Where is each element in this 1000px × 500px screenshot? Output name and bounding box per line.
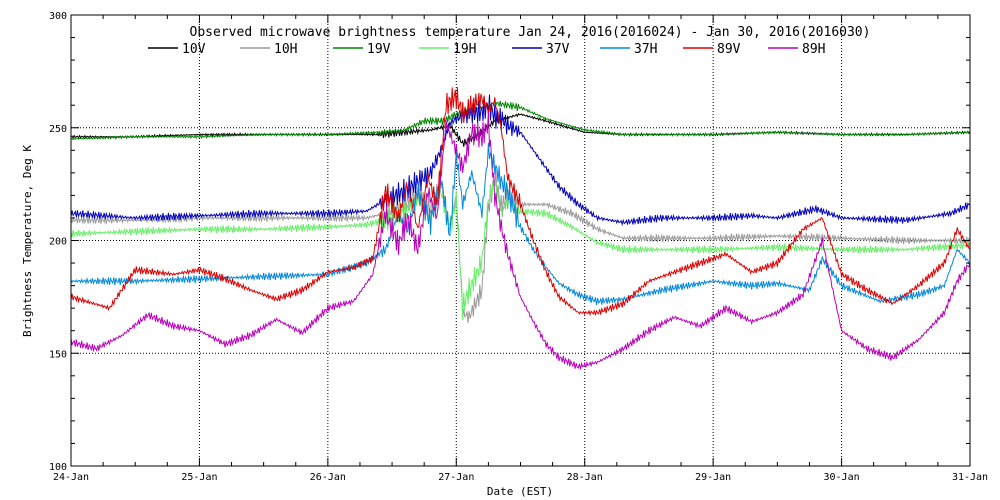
series-line-19v <box>70 100 971 141</box>
y-tick-label: 100 <box>49 462 67 473</box>
x-tick-label: 28-Jan <box>567 472 603 483</box>
x-tick-label: 30-Jan <box>824 472 860 483</box>
legend: 10V 10H 19V 19H 37V 37H 89V 89H <box>148 42 825 57</box>
legend-label-89h: 89H <box>802 42 825 57</box>
series-line-37h <box>70 142 971 306</box>
legend-label-19v: 19V <box>367 42 391 57</box>
axis-ticks: 24-Jan 25-Jan 26-Jan 27-Jan 28-Jan 29-Jan 30-J… <box>49 11 988 483</box>
x-tick-label: 25-Jan <box>181 472 217 483</box>
series-line-19h <box>70 182 971 321</box>
x-tick-label: 27-Jan <box>438 472 474 483</box>
legend-label-10h: 10H <box>274 42 297 57</box>
legend-label-89v: 89V <box>717 42 741 57</box>
y-axis-label: Brightness Temperature, Deg K <box>21 145 34 337</box>
x-tick-label: 29-Jan <box>695 472 731 483</box>
x-tick-label: 24-Jan <box>53 472 89 483</box>
x-tick-label: 31-Jan <box>952 472 988 483</box>
y-tick-label: 150 <box>49 349 67 360</box>
series-lines <box>70 87 971 370</box>
x-tick-label: 26-Jan <box>310 472 346 483</box>
legend-label-10v: 10V <box>182 42 206 57</box>
y-tick-label: 200 <box>49 237 67 248</box>
grid-lines <box>71 15 970 466</box>
chart-title: Observed microwave brightness temperatur… <box>190 25 871 40</box>
series-line-37v <box>70 94 971 227</box>
legend-label-19h: 19H <box>453 42 476 57</box>
series-line-89h <box>70 111 971 370</box>
series-line-10v <box>70 112 971 147</box>
y-tick-label: 250 <box>49 124 67 135</box>
legend-label-37v: 37V <box>546 42 570 57</box>
x-axis-label: Date (EST) <box>487 485 553 498</box>
series-line-89v <box>70 87 971 317</box>
y-tick-label: 300 <box>49 11 67 22</box>
legend-label-37h: 37H <box>634 42 657 57</box>
